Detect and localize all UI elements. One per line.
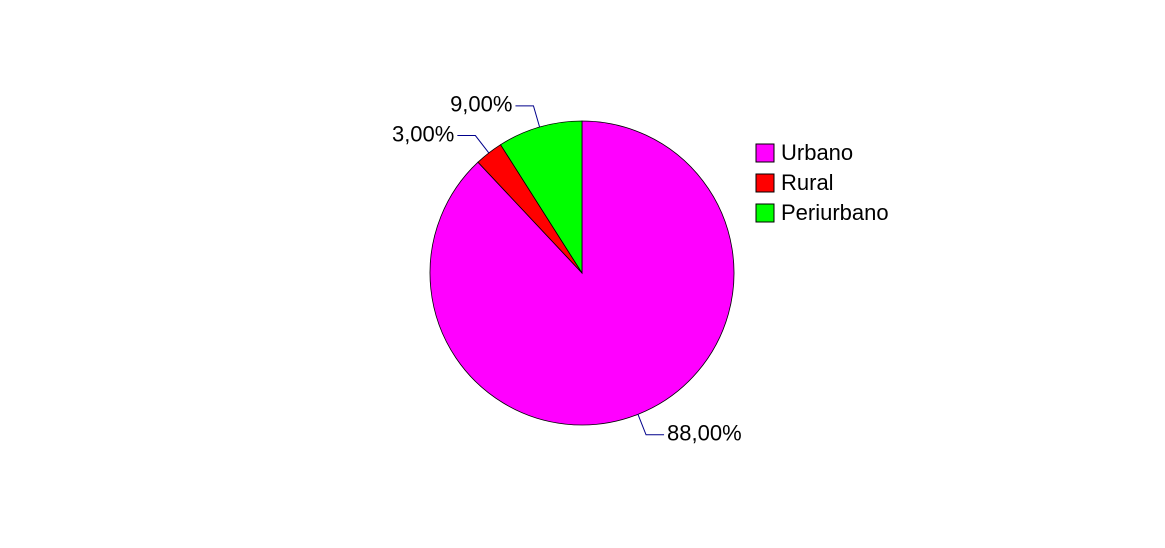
legend-swatch — [755, 203, 775, 223]
legend-label: Urbano — [781, 140, 853, 165]
legend-swatch — [755, 143, 775, 163]
leader-line — [515, 105, 541, 128]
legend-label: Rural — [781, 170, 834, 195]
data-label: 88,00% — [667, 421, 742, 446]
leader-line — [457, 135, 490, 154]
pie-slice — [500, 120, 583, 275]
legend-swatch — [755, 173, 775, 193]
legend-label: Periurbano — [781, 200, 889, 225]
leader-line — [637, 414, 665, 436]
data-label: 9,00% — [450, 92, 512, 117]
data-label: 3,00% — [392, 121, 454, 146]
